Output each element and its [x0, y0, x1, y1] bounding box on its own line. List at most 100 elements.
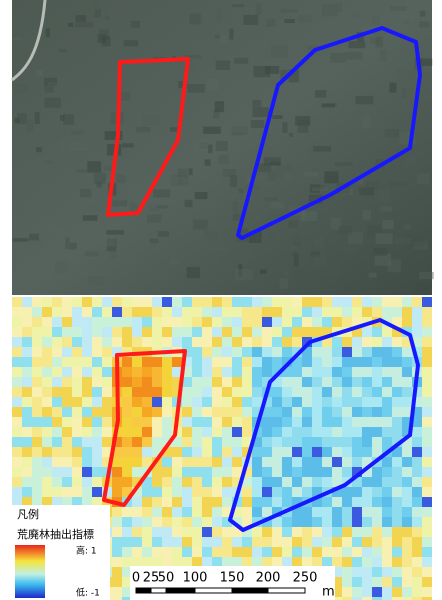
aerial-texture	[396, 68, 413, 80]
raster-cell	[292, 517, 302, 527]
aerial-texture	[270, 162, 280, 165]
raster-cell	[212, 507, 222, 517]
raster-cell	[382, 377, 392, 387]
raster-cell	[22, 387, 32, 397]
raster-cell	[332, 307, 342, 317]
raster-cell	[72, 437, 82, 447]
raster-cell	[122, 297, 132, 307]
aerial-texture	[380, 49, 387, 61]
raster-cell	[402, 577, 412, 587]
raster-cell	[422, 377, 432, 387]
raster-cell	[252, 467, 262, 477]
raster-cell	[142, 437, 152, 447]
aerial-texture	[112, 200, 127, 206]
raster-cell	[312, 447, 322, 457]
raster-cell	[312, 417, 322, 427]
raster-cell	[212, 377, 222, 387]
raster-cell	[322, 457, 332, 467]
raster-cell	[342, 417, 352, 427]
raster-cell	[322, 407, 332, 417]
raster-cell	[212, 397, 222, 407]
raster-cell	[152, 537, 162, 547]
raster-cell	[172, 477, 182, 487]
raster-cell	[312, 507, 322, 517]
raster-cell	[402, 517, 412, 527]
raster-cell	[102, 427, 112, 437]
raster-cell	[272, 467, 282, 477]
aerial-texture	[271, 45, 288, 58]
aerial-texture	[252, 107, 269, 117]
raster-cell	[162, 337, 172, 347]
raster-cell	[202, 337, 212, 347]
raster-cell	[182, 327, 192, 337]
raster-cell	[412, 457, 422, 467]
aerial-texture	[75, 22, 93, 27]
raster-cell	[132, 547, 142, 557]
raster-cell	[312, 517, 322, 527]
aerial-texture	[199, 142, 208, 148]
raster-cell	[392, 557, 402, 567]
raster-cell	[342, 387, 352, 397]
aerial-texture	[346, 91, 356, 97]
raster-cell	[152, 317, 162, 327]
raster-cell	[232, 297, 242, 307]
raster-cell	[272, 417, 282, 427]
raster-cell	[352, 367, 362, 377]
raster-cell	[272, 457, 282, 467]
raster-cell	[162, 547, 172, 557]
aerial-texture	[214, 247, 228, 251]
aerial-texture	[203, 127, 221, 134]
aerial-texture	[377, 191, 391, 202]
raster-cell	[12, 377, 22, 387]
aerial-texture	[136, 127, 150, 132]
raster-cell	[282, 377, 292, 387]
raster-cell	[142, 397, 152, 407]
raster-cell	[172, 297, 182, 307]
raster-cell	[392, 357, 402, 367]
raster-cell	[132, 427, 142, 437]
scale-segment	[232, 588, 268, 593]
raster-cell	[402, 317, 412, 327]
raster-cell	[212, 437, 222, 447]
raster-cell	[152, 327, 162, 337]
raster-cell	[112, 557, 122, 567]
raster-cell	[222, 347, 232, 357]
raster-cell	[42, 387, 52, 397]
raster-cell	[102, 417, 112, 427]
raster-cell	[192, 397, 202, 407]
raster-cell	[252, 387, 262, 397]
scale-label: 200	[256, 571, 281, 586]
raster-cell	[22, 347, 32, 357]
raster-cell	[142, 447, 152, 457]
raster-cell	[222, 387, 232, 397]
raster-cell	[272, 317, 282, 327]
raster-cell	[252, 397, 262, 407]
raster-cell	[132, 557, 142, 567]
aerial-texture	[362, 116, 371, 129]
raster-cell	[92, 437, 102, 447]
raster-cell	[412, 327, 422, 337]
raster-cell	[172, 557, 182, 567]
raster-cell	[12, 367, 22, 377]
raster-cell	[152, 507, 162, 517]
aerial-texture	[13, 238, 29, 241]
raster-cell	[372, 477, 382, 487]
aerial-texture	[260, 270, 267, 274]
raster-cell	[302, 507, 312, 517]
aerial-texture	[195, 192, 208, 199]
raster-cell	[352, 337, 362, 347]
raster-cell	[42, 417, 52, 427]
raster-cell	[412, 307, 422, 317]
raster-cell	[372, 437, 382, 447]
raster-cell	[182, 407, 192, 417]
raster-cell	[352, 507, 362, 517]
raster-cell	[212, 487, 222, 497]
raster-cell	[312, 327, 322, 337]
raster-cell	[232, 547, 242, 557]
raster-cell	[372, 557, 382, 567]
raster-cell	[202, 297, 212, 307]
raster-cell	[382, 487, 392, 497]
raster-cell	[92, 407, 102, 417]
raster-cell	[352, 547, 362, 557]
aerial-texture	[84, 33, 97, 36]
